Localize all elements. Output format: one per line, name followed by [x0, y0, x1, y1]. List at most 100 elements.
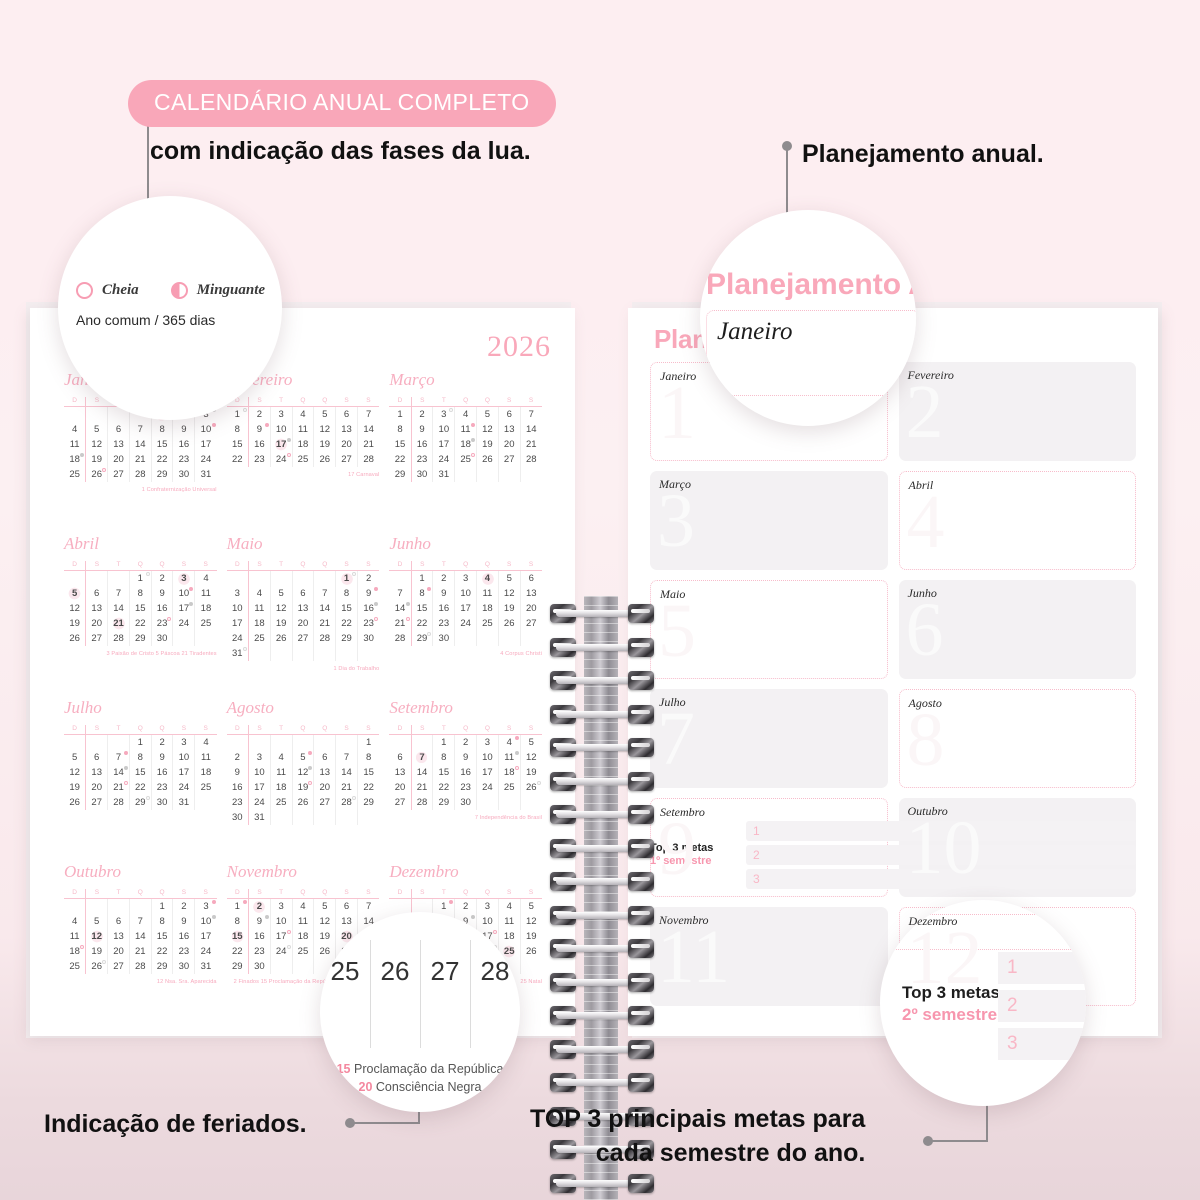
moon-phase-icon [374, 601, 379, 606]
leader-line-goals-v [986, 1086, 988, 1142]
ring-bar [556, 777, 648, 785]
day-cell [291, 809, 314, 825]
weekday-header: Q [476, 397, 499, 407]
day-cell: 12 [497, 585, 521, 601]
callout-goal-row[interactable]: 1 [998, 952, 1086, 984]
planner-month-box[interactable]: 2 Fevereiro [898, 362, 1136, 461]
day-cell: 6 [313, 749, 336, 765]
ring-bar [556, 1146, 648, 1153]
day-cell: 31 [227, 646, 249, 661]
ring-hook-right [628, 1039, 654, 1059]
goal-row[interactable]: 3 [746, 869, 1136, 889]
day-cell: 12 [269, 600, 293, 616]
day-cell: 16 [454, 764, 477, 780]
moon-phase-icon [123, 780, 128, 785]
planner-month-name: Dezembro [908, 914, 958, 928]
weekday-header: D [226, 725, 249, 735]
callout-goal-row[interactable]: 3 [998, 1028, 1086, 1060]
planner-month-box[interactable]: 5 Maio [650, 580, 888, 679]
ring-bar [556, 878, 648, 885]
month-holiday-notes: 12 Nsa. Sra. Aparecida [156, 978, 217, 985]
day-cell: 22 [150, 451, 173, 467]
month-block: Março D S T Q Q S S 1 2 3 4 5 6 7 8 9 10 11 12 13 14 15 16 17 18 1… [389, 370, 542, 534]
spiral-ring [548, 1138, 656, 1164]
day-cell: 30 [172, 466, 195, 482]
moon-phase-icon [308, 780, 313, 785]
week-row: 7 8 9 10 11 12 13 [389, 585, 542, 601]
day-cell [85, 570, 108, 586]
day-cell: 16 [432, 600, 455, 616]
callout-day-number: 27 [420, 940, 470, 1048]
planner-month-box[interactable]: 7 Julho [650, 689, 888, 788]
planner-month-box[interactable]: 11 Novembro [650, 907, 888, 1006]
moon-phase-icon [102, 959, 107, 964]
day-cell [64, 407, 86, 422]
day-cell: 17 [172, 600, 195, 616]
callout-annual-planner: Planejamento Anual Janeiro [700, 210, 916, 426]
callout-goal-row[interactable]: 2 [998, 990, 1086, 1022]
planner-month-box[interactable]: 8 Agosto [898, 689, 1136, 788]
day-cell: 7 [410, 749, 433, 765]
day-cell: 6 [497, 406, 521, 422]
day-cell: 9 [150, 585, 173, 601]
day-cell: 11 [69, 438, 80, 450]
day-cell: 20 [335, 436, 358, 452]
goal-row[interactable]: 2 [746, 845, 1136, 865]
day-cell: 24 [454, 615, 477, 631]
day-cell: 12 [69, 766, 80, 778]
month-name: Setembro [389, 698, 453, 717]
planner-month-box[interactable]: 6 Junho [898, 580, 1136, 679]
planner-month-box[interactable]: 4 Abril [898, 471, 1136, 570]
day-cell: 16 [247, 436, 271, 452]
planner-month-box[interactable]: 3 Março [650, 471, 888, 570]
day-cell: 3 [476, 734, 499, 750]
ring-bar [556, 978, 648, 986]
day-cell: 25 [69, 468, 80, 480]
moon-phase-icon [471, 437, 476, 442]
planner-month-number: 5 [658, 589, 696, 673]
day-cell: 3 [172, 570, 195, 586]
day-cell: 21 [389, 616, 411, 631]
spiral-ring [548, 1004, 656, 1030]
day-cell: 5 [85, 913, 108, 929]
moon-phase-icon [537, 780, 541, 785]
day-cell: 24 [269, 943, 293, 959]
day-cell: 16 [150, 600, 173, 616]
day-cell: 23 [150, 779, 173, 795]
weekday-header: Q [313, 397, 336, 407]
weekday-header: Q [292, 725, 314, 735]
day-cell [128, 898, 152, 914]
weekday-header: Q [151, 725, 173, 735]
weekday-header: S [335, 889, 358, 899]
goal-row[interactable]: 1 [746, 821, 1136, 841]
day-cell: 17 [476, 764, 499, 780]
caption-top3-goals-line1: TOP 3 principais metas para [530, 1105, 866, 1133]
weekday-header: D [226, 397, 249, 407]
day-cell: 23 [232, 796, 243, 808]
week-row: 17 18 19 20 21 22 23 [227, 615, 380, 631]
day-cell: 8 [432, 749, 455, 765]
day-cell: 8 [234, 915, 240, 927]
spiral-ring [548, 837, 656, 863]
planner-month-number: 11 [657, 915, 731, 999]
day-cell: 9 [172, 913, 195, 929]
day-cell: 25 [291, 943, 314, 959]
month-name: Maio [226, 534, 263, 553]
weekday-header: Q [129, 561, 152, 571]
weekday-header: Q [454, 725, 477, 735]
weekday-header: S [85, 889, 108, 899]
weekday-header: Q [129, 889, 152, 899]
weekday-header: Q [292, 889, 314, 899]
day-cell: 7 [313, 585, 336, 601]
moon-phase-icon [286, 944, 291, 949]
day-cell: 11 [497, 913, 521, 929]
day-cell: 3 [476, 898, 499, 914]
day-cell: 13 [313, 764, 336, 780]
spiral-ring [548, 602, 656, 628]
week-row: 11 12 13 14 15 16 17 [64, 436, 217, 452]
